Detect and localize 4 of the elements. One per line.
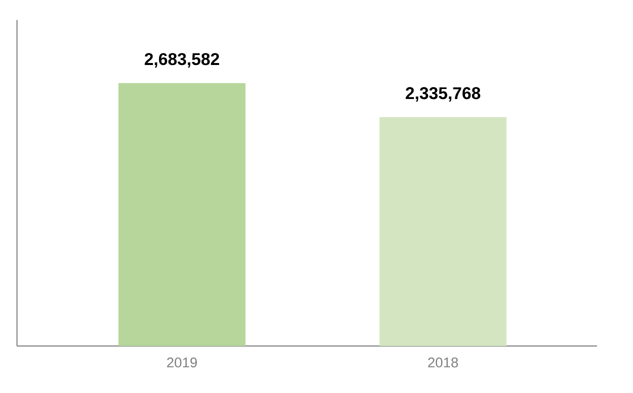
data-label: 2,683,582 xyxy=(144,53,220,68)
x-tick-label: 2019 xyxy=(167,358,197,368)
x-tick-label: 2018 xyxy=(428,358,458,368)
data-label: 2,335,768 xyxy=(406,87,480,102)
